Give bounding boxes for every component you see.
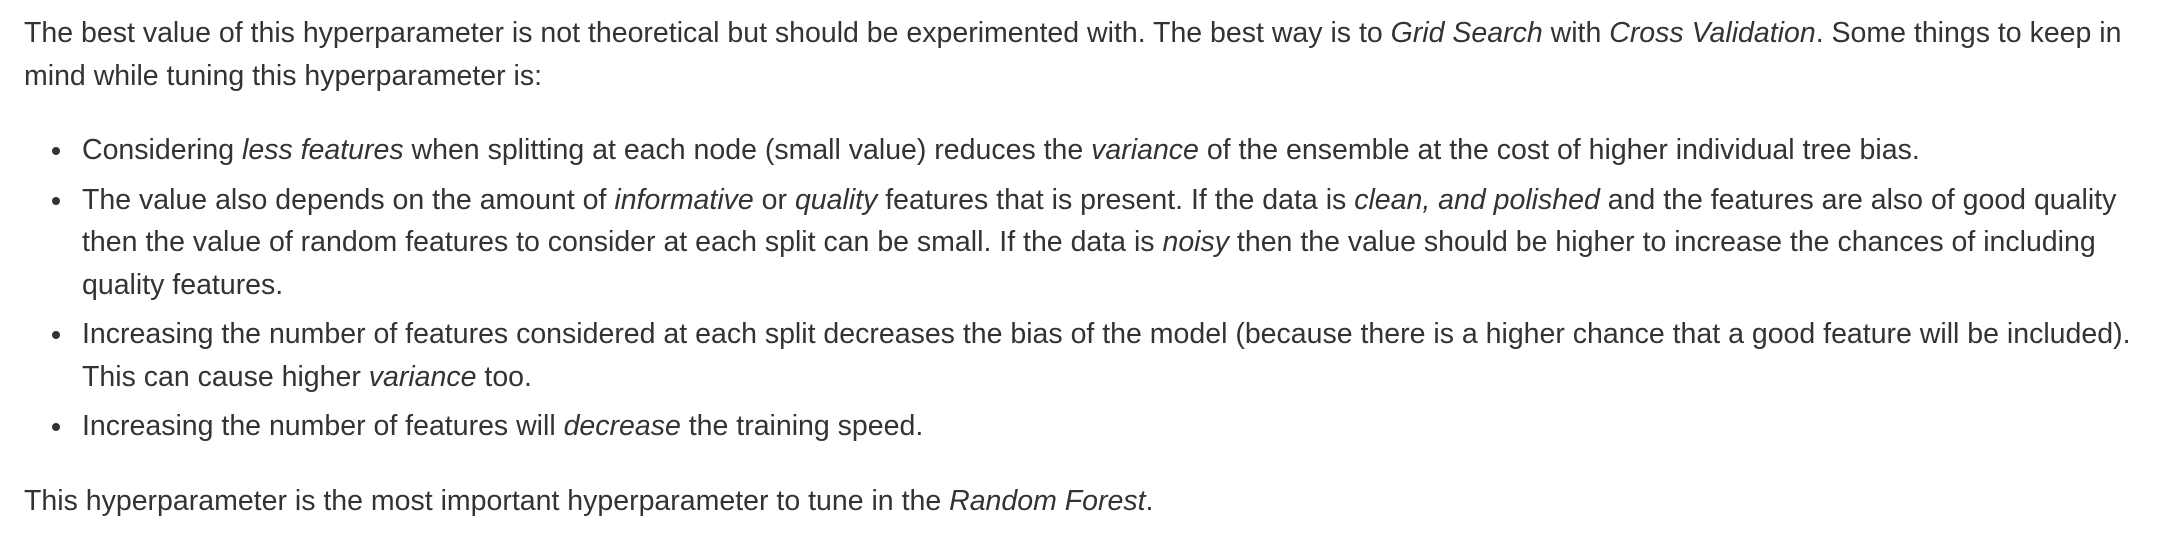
outro-paragraph: This hyperparameter is the most importan… — [24, 480, 2136, 523]
outro-emphasis-random-forest: Random Forest — [949, 484, 1146, 517]
item-emphasis: clean, and polished — [1354, 183, 1600, 216]
item-text: then the value should be higher to incre… — [82, 226, 2096, 301]
item-text: Increasing the number of features will — [82, 410, 564, 442]
list-item: Considering less features when splitting… — [52, 129, 2136, 172]
intro-emphasis-grid-search: Grid Search — [1390, 17, 1543, 49]
item-text: The value also depends on the amount of — [82, 183, 615, 216]
item-text: features that is present. If the data is — [877, 183, 1355, 216]
tuning-tips-list: Considering less features when splitting… — [24, 129, 2136, 448]
item-text: Considering — [82, 134, 243, 166]
item-text: too. — [476, 360, 532, 393]
list-item: The value also depends on the amount of … — [52, 179, 2136, 307]
item-text: of the ensemble at the cost of higher in… — [1198, 134, 1920, 166]
item-emphasis: informative — [614, 183, 754, 216]
item-text: and the features are also of good qualit… — [82, 183, 2117, 259]
item-emphasis: variance — [1091, 134, 1199, 166]
outro-text: This hyperparameter is the most importan… — [24, 484, 950, 517]
document-body: The best value of this hyperparameter is… — [24, 12, 2136, 523]
item-emphasis: variance — [368, 360, 477, 393]
item-text: when splitting at each node (small value… — [403, 134, 1092, 166]
item-text: the training speed. — [680, 410, 924, 442]
list-item: Increasing the number of features consid… — [52, 313, 2136, 398]
item-text: or — [753, 183, 795, 216]
outro-text: . — [1145, 484, 1154, 517]
item-emphasis: noisy — [1162, 226, 1230, 258]
intro-text: with — [1542, 17, 1610, 49]
item-emphasis: less features — [242, 134, 404, 166]
item-emphasis: quality — [794, 183, 878, 216]
intro-text: . Some things to keep in mind while tuni… — [24, 17, 2122, 92]
intro-emphasis-cross-validation: Cross Validation — [1609, 17, 1816, 49]
item-text: Increasing the number of features consid… — [82, 318, 2131, 393]
intro-text: The best value of this hyperparameter is… — [24, 17, 1391, 49]
intro-paragraph: The best value of this hyperparameter is… — [24, 12, 2136, 97]
item-emphasis: decrease — [563, 410, 681, 442]
list-item: Increasing the number of features will d… — [52, 405, 2136, 448]
